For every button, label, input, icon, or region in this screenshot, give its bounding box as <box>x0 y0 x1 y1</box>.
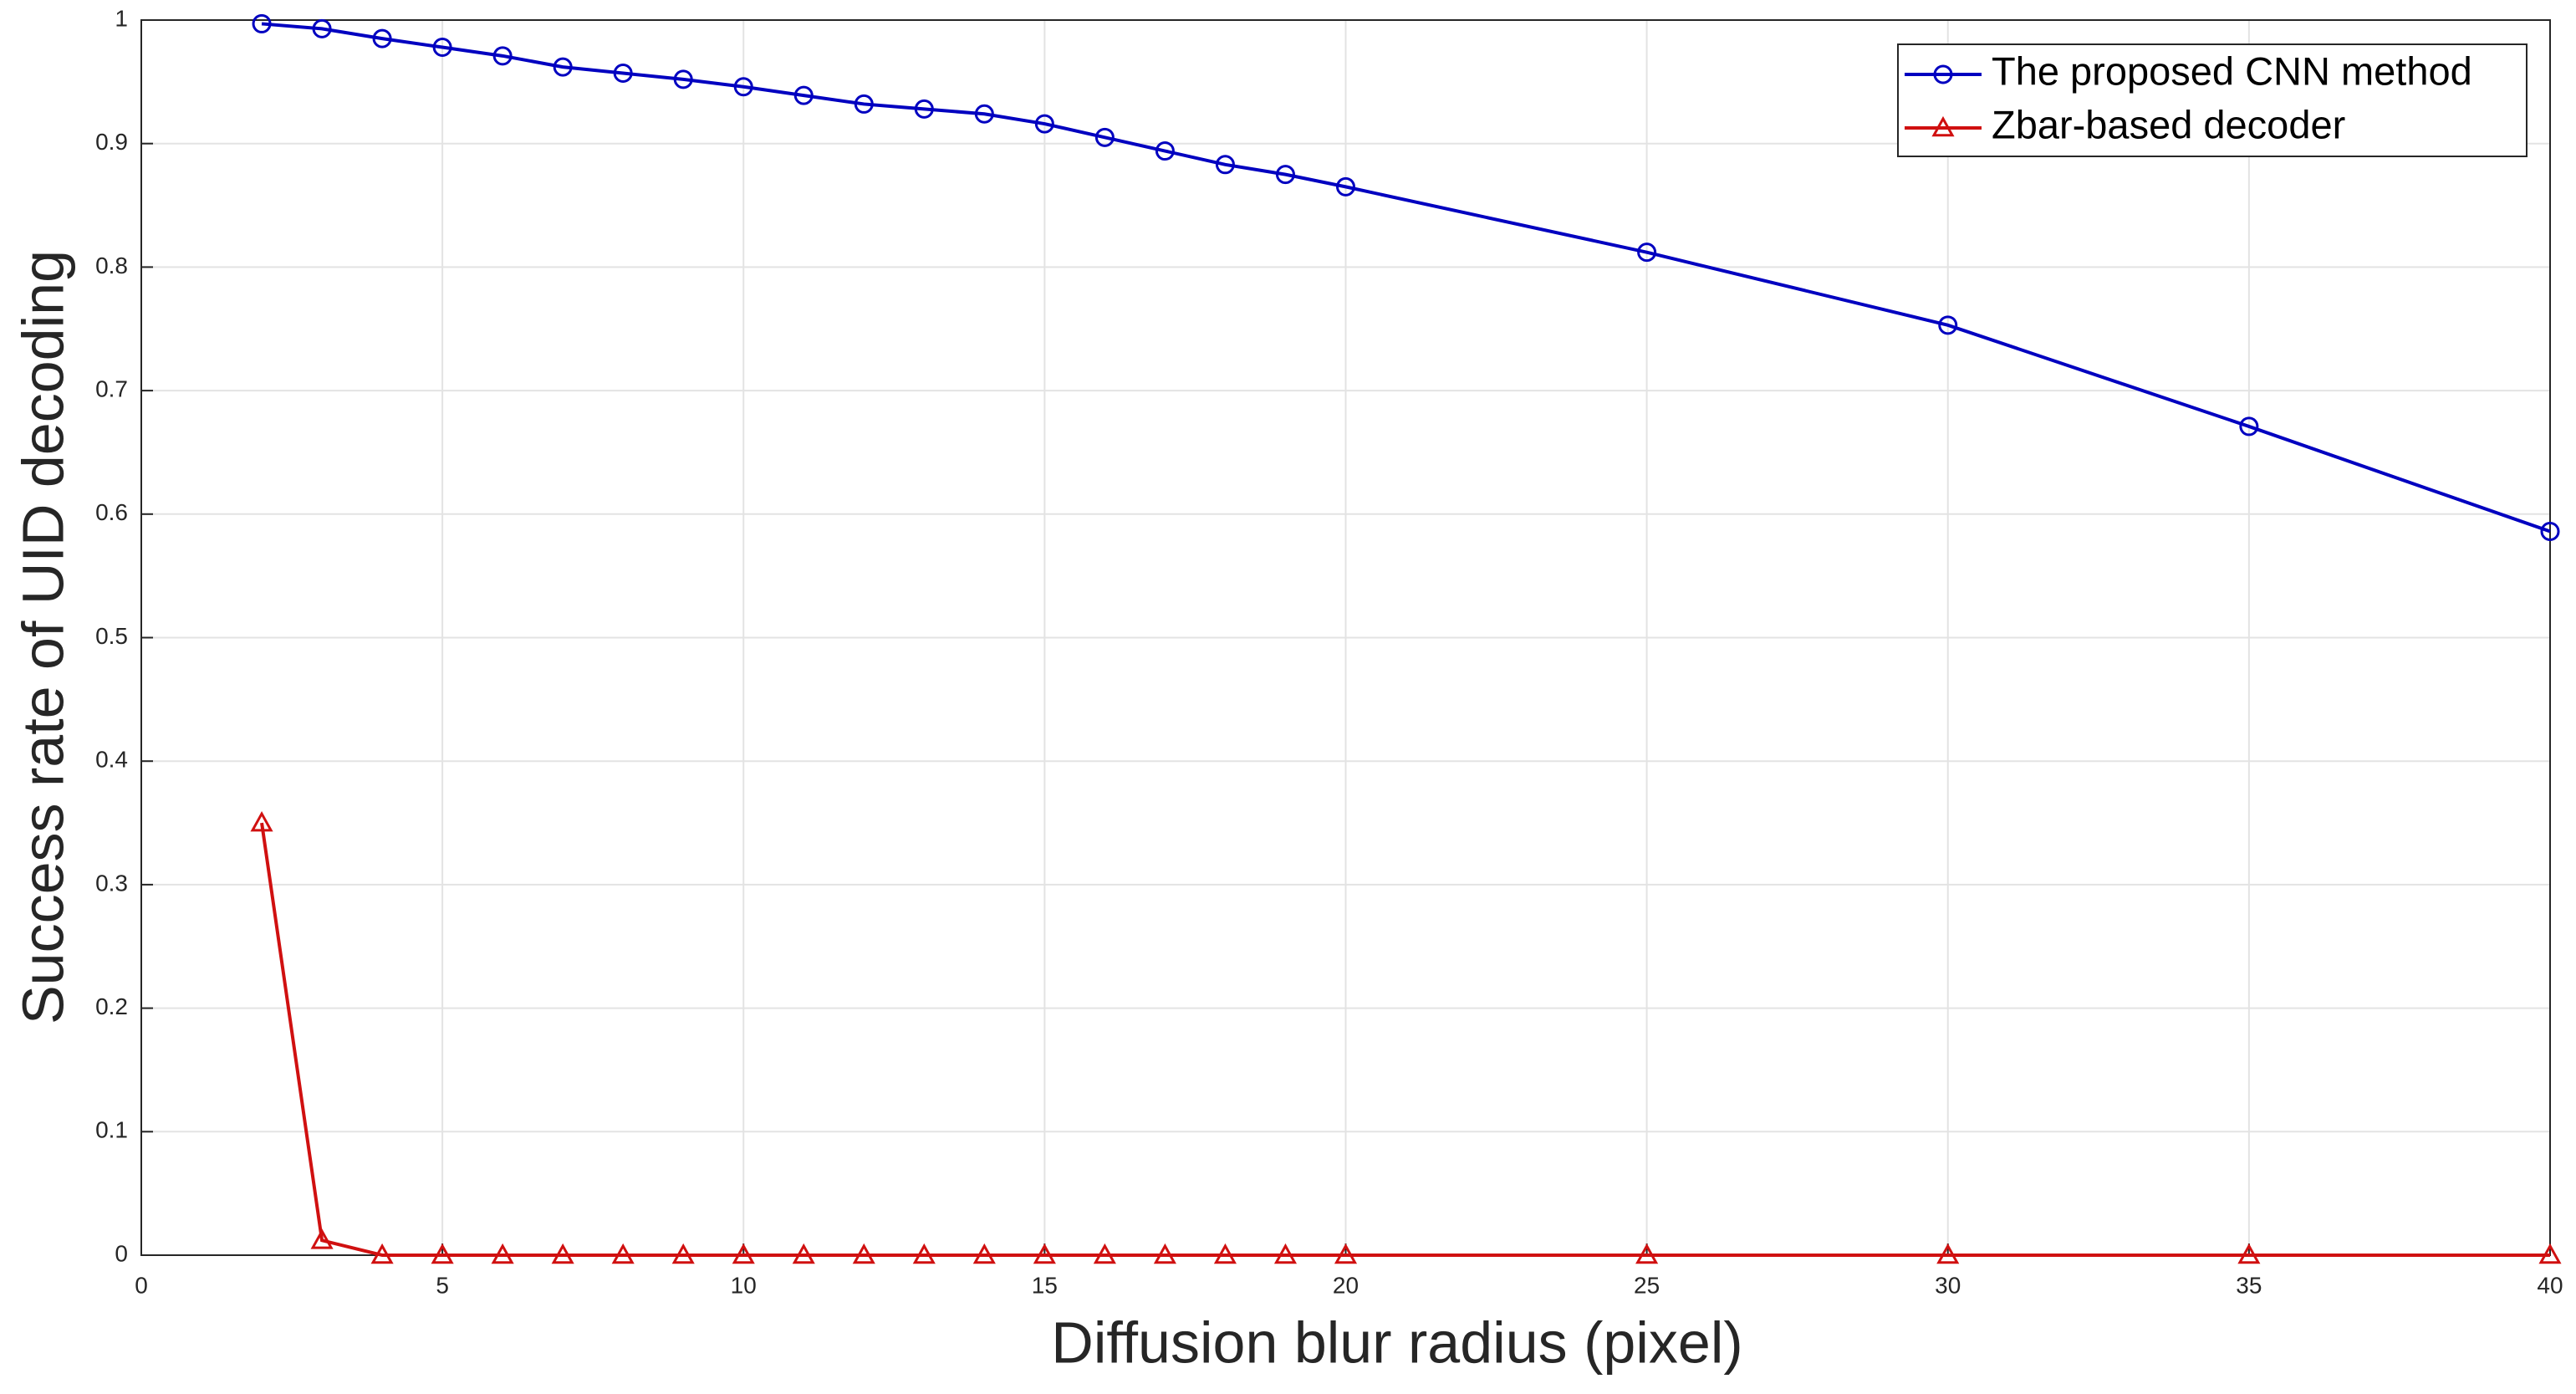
legend-marker <box>1933 64 1953 84</box>
x-tick-label: 5 <box>436 1272 449 1298</box>
data-point <box>793 85 814 105</box>
data-point <box>370 1243 394 1264</box>
data-point <box>733 77 753 97</box>
data-point <box>1213 1243 1237 1264</box>
data-point <box>1637 243 1657 263</box>
y-tick-label: 0.1 <box>95 1117 128 1143</box>
legend-label: Zbar-based decoder <box>1992 102 2345 146</box>
y-tick-label: 0.9 <box>95 129 128 155</box>
x-tick-label: 35 <box>2236 1272 2262 1298</box>
x-tick-label: 30 <box>1935 1272 1961 1298</box>
x-tick-label: 10 <box>731 1272 757 1298</box>
data-point <box>1938 315 1958 335</box>
data-point <box>613 64 633 84</box>
data-point <box>2239 416 2259 437</box>
data-point <box>1093 1243 1116 1264</box>
data-point <box>1094 127 1115 147</box>
data-point <box>551 1243 574 1264</box>
y-tick-label: 0.6 <box>95 499 128 525</box>
legend-marker <box>1931 115 1955 137</box>
y-tick-label: 0.8 <box>95 253 128 278</box>
data-point <box>250 810 273 832</box>
data-point <box>1336 176 1355 197</box>
data-point <box>1153 1243 1176 1264</box>
y-tick-label: 0.5 <box>95 623 128 649</box>
x-tick-label: 25 <box>1634 1272 1660 1298</box>
x-tick-label: 20 <box>1333 1272 1359 1298</box>
data-point <box>673 69 693 89</box>
data-point <box>1033 1243 1056 1264</box>
y-tick-label: 0.4 <box>95 747 128 773</box>
data-point <box>2237 1243 2261 1264</box>
data-point <box>1334 1243 1358 1264</box>
data-point <box>852 1243 875 1264</box>
data-point <box>1275 165 1295 185</box>
data-point <box>611 1243 635 1264</box>
data-point <box>252 13 272 33</box>
x-axis-label: Diffusion blur radius (pixel) <box>1051 1310 1742 1375</box>
data-point <box>671 1243 695 1264</box>
legend-label: The proposed CNN method <box>1992 49 2472 93</box>
data-point <box>792 1243 815 1264</box>
y-tick-label: 0.7 <box>95 375 128 401</box>
data-point <box>312 18 332 38</box>
data-point <box>431 1243 454 1264</box>
legend-box <box>1897 43 2528 157</box>
y-tick-label: 0 <box>115 1240 128 1266</box>
data-point <box>732 1243 755 1264</box>
data-point <box>1034 114 1054 134</box>
x-tick-label: 15 <box>1032 1272 1058 1298</box>
data-point <box>1215 155 1235 175</box>
data-point <box>432 37 452 57</box>
series-line <box>260 822 2550 1257</box>
x-tick-label: 40 <box>2537 1272 2563 1298</box>
data-point <box>2538 1243 2562 1264</box>
series-line <box>261 22 2551 534</box>
legend: The proposed CNN method Zbar-based decode… <box>1897 43 2528 157</box>
data-point <box>310 1228 334 1249</box>
data-point <box>491 1243 514 1264</box>
y-tick-label: 0.3 <box>95 870 128 896</box>
data-point <box>1273 1243 1298 1264</box>
data-point <box>914 99 934 119</box>
data-point <box>854 94 874 114</box>
data-point <box>912 1243 936 1264</box>
y-axis-label: Success rate of UID decoding <box>10 250 75 1024</box>
data-point <box>372 28 392 49</box>
x-tick-label: 0 <box>135 1272 148 1298</box>
data-point <box>974 104 994 124</box>
data-point <box>553 57 573 77</box>
data-point <box>1936 1243 1960 1264</box>
data-point <box>2540 521 2560 541</box>
y-tick-label: 1 <box>115 5 128 31</box>
data-point <box>1635 1243 1659 1264</box>
data-point <box>1155 141 1175 161</box>
data-point <box>972 1243 996 1264</box>
y-tick-label: 0.2 <box>95 993 128 1019</box>
data-point <box>492 46 513 66</box>
